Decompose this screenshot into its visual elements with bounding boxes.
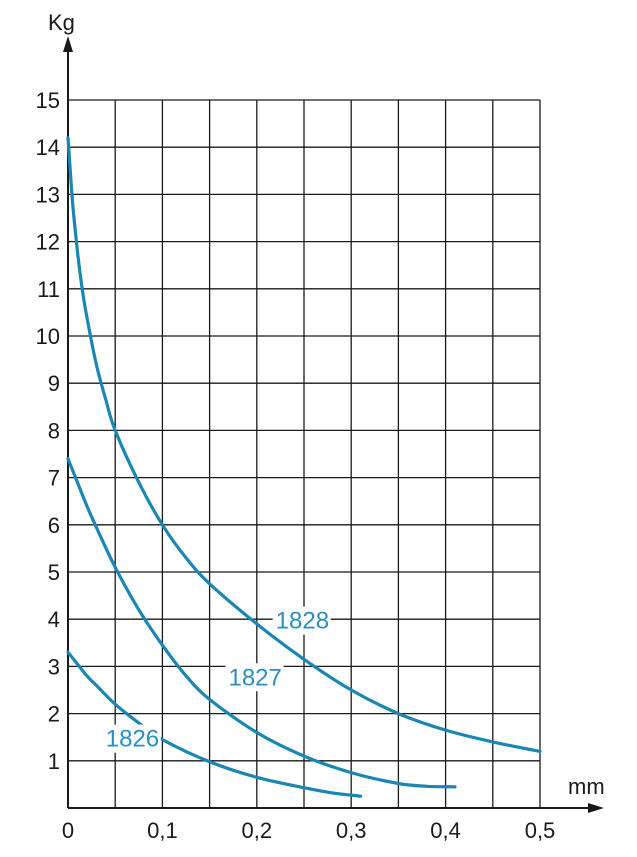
y-tick-label: 4 <box>48 607 60 632</box>
y-tick-label: 5 <box>48 560 60 585</box>
y-tick-label: 12 <box>36 230 60 255</box>
series-labels: 1826 1827 1828 <box>102 606 331 753</box>
y-axis-label: Kg <box>48 10 75 35</box>
x-axis-arrow-icon <box>588 803 604 813</box>
y-tick-label: 13 <box>36 182 60 207</box>
y-tick-label: 7 <box>48 466 60 491</box>
y-tick-label: 3 <box>48 654 60 679</box>
y-axis-arrow-icon <box>63 36 73 52</box>
x-axis-label: mm <box>568 774 605 799</box>
grid <box>68 99 541 808</box>
x-tick-label: 0,3 <box>336 818 367 843</box>
x-tick-label: 0,2 <box>242 818 273 843</box>
y-tick-label: 6 <box>48 513 60 538</box>
y-tick-label: 1 <box>48 749 60 774</box>
x-tick-labels: 0 0,1 0,2 0,3 0,4 0,5 <box>62 818 555 843</box>
series-label-background <box>225 663 284 692</box>
y-tick-label: 9 <box>48 371 60 396</box>
curve-1826 <box>66 650 363 798</box>
series-label-1826: 1826 <box>106 726 159 753</box>
y-tick-label: 8 <box>48 418 60 443</box>
y-tick-label: 2 <box>48 702 60 727</box>
x-tick-label: 0,4 <box>430 818 461 843</box>
y-tick-label: 10 <box>36 324 60 349</box>
curve-1828 <box>66 136 542 753</box>
x-tick-label: 0,1 <box>147 818 178 843</box>
curve-1827 <box>66 457 457 789</box>
y-tick-label: 11 <box>37 277 60 302</box>
series-label-background <box>102 724 161 753</box>
y-tick-label: 15 <box>36 88 60 113</box>
y-tick-label: 14 <box>36 135 60 160</box>
axes: Kg mm <box>48 10 605 813</box>
x-tick-label: 0,5 <box>525 818 556 843</box>
series-label-background <box>272 606 331 635</box>
series-label-1828: 1828 <box>276 608 329 635</box>
series-label-1827: 1827 <box>228 664 281 691</box>
x-tick-label: 0 <box>62 818 74 843</box>
